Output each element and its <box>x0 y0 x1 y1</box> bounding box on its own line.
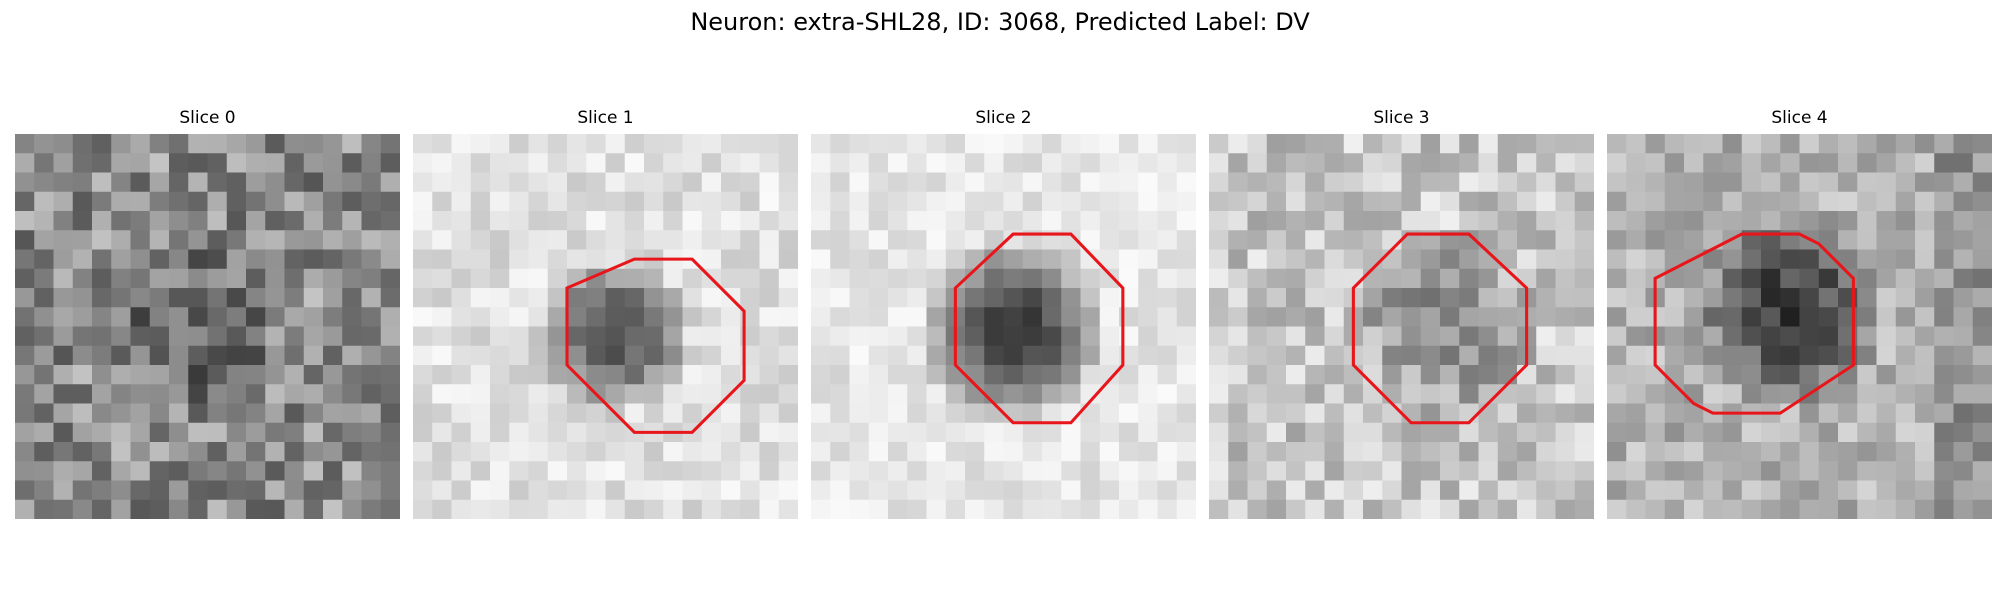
roi-outline <box>565 257 746 434</box>
slice-image <box>1607 134 1992 519</box>
slice-title: Slice 2 <box>975 108 1032 128</box>
slice-title: Slice 0 <box>179 108 236 128</box>
slice-title: Slice 4 <box>1771 108 1828 128</box>
slice-image <box>811 134 1196 519</box>
figure-title: Neuron: extra-SHL28, ID: 3068, Predicted… <box>690 8 1310 36</box>
slice-image <box>413 134 798 519</box>
pixel-grid <box>1607 134 1992 519</box>
slice-title: Slice 1 <box>577 108 634 128</box>
slice-title: Slice 3 <box>1373 108 1430 128</box>
pixel-grid <box>1209 134 1594 519</box>
pixel-grid <box>811 134 1196 519</box>
pixel-grid <box>15 134 400 519</box>
roi-outline <box>1653 232 1855 415</box>
slice-image <box>1209 134 1594 519</box>
roi-outline <box>953 232 1125 425</box>
pixel-grid <box>413 134 798 519</box>
slice-image <box>15 134 400 519</box>
roi-outline <box>1351 232 1529 425</box>
